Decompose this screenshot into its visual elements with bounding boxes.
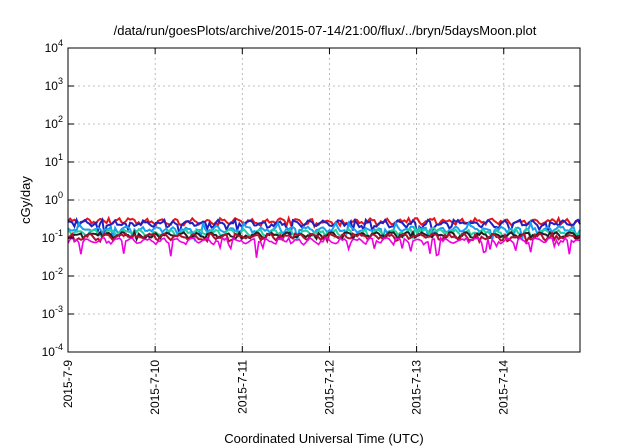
y-tick-label: 100 bbox=[45, 190, 63, 207]
x-tick-label: 2015-7-10 bbox=[148, 360, 162, 415]
series-line bbox=[67, 231, 581, 245]
series-group bbox=[67, 214, 581, 258]
y-tick-label: 10-2 bbox=[42, 266, 63, 283]
y-tick-label: 104 bbox=[45, 38, 63, 55]
y-tick-label: 102 bbox=[45, 114, 63, 131]
y-tick-label: 103 bbox=[45, 76, 63, 93]
x-axis: 2015-7-9 2015-7-10 2015-7-11 2015-7-12 2015-… bbox=[61, 48, 511, 415]
y-tick-label: 101 bbox=[45, 152, 63, 169]
y-tick-label: 10-1 bbox=[42, 228, 63, 245]
x-axis-label: Coordinated Universal Time (UTC) bbox=[224, 431, 423, 446]
y-tick-label: 10-3 bbox=[42, 304, 63, 321]
x-tick-label: 2015-7-14 bbox=[497, 360, 511, 415]
grid bbox=[68, 48, 580, 352]
y-axis-label: cGy/day bbox=[18, 176, 33, 224]
x-tick-label: 2015-7-13 bbox=[410, 360, 424, 415]
series-line bbox=[67, 235, 581, 258]
y-axis: 10-4 10-3 10-2 10-1 100 101 102 103 104 bbox=[42, 38, 580, 359]
chart-title: /data/run/goesPlots/archive/2015-07-14/2… bbox=[114, 23, 537, 38]
x-tick-label: 2015-7-9 bbox=[61, 360, 75, 408]
y-tick-label: 10-4 bbox=[42, 342, 63, 359]
series-line bbox=[67, 219, 581, 243]
series-line bbox=[67, 216, 581, 237]
x-tick-label: 2015-7-12 bbox=[322, 360, 336, 415]
x-tick-label: 2015-7-11 bbox=[235, 360, 249, 414]
